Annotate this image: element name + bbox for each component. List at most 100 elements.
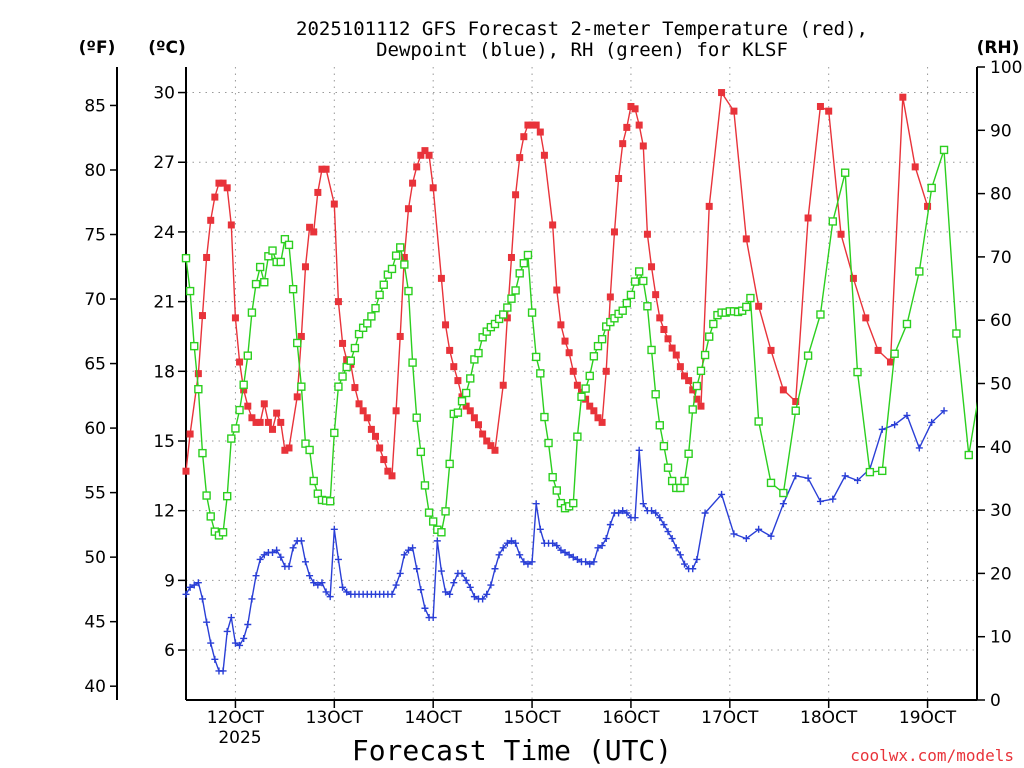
rh-point (544, 438, 553, 448)
dewpoint-point (590, 558, 598, 566)
rh-point (387, 264, 397, 274)
dewpoint-point (236, 641, 244, 649)
dewpoint-point (536, 525, 544, 533)
temperature-point (635, 121, 643, 129)
dewpoint-point (730, 530, 738, 538)
dewpoint-point (656, 514, 664, 522)
dewpoint-point (301, 558, 309, 566)
rh-point (643, 302, 652, 311)
rh-point (684, 449, 693, 458)
rh-point (404, 286, 413, 296)
dewpoint-point (223, 627, 231, 635)
dewpoint-point (495, 551, 503, 559)
temperature-point (227, 221, 235, 229)
temperature-point (334, 298, 342, 306)
rh-point (466, 374, 475, 383)
celsius-tick-label: 27 (153, 153, 175, 173)
temperature-point (705, 202, 713, 210)
dewpoint-point (660, 521, 668, 529)
dewpoint-point (404, 546, 412, 554)
rh-tick-label: 90 (990, 121, 1012, 141)
temperature-point (306, 223, 314, 231)
rh-point (540, 412, 549, 422)
celsius-axis: 6 9 12 15 18 21 24 27 30 (153, 84, 186, 661)
rh-point (663, 463, 673, 472)
time-tick-label: 19OCT (899, 708, 957, 728)
temperature-point (466, 407, 474, 415)
temperature-point (862, 314, 870, 322)
temperature-point (837, 230, 845, 238)
dewpoint-point (499, 544, 507, 552)
rh-point (651, 390, 660, 399)
dewpoint-point (615, 509, 623, 517)
rh-point (206, 512, 215, 521)
rh-point (441, 507, 450, 516)
temperature-point (804, 214, 812, 222)
temperature-point (680, 372, 688, 380)
dewpoint-point (557, 546, 565, 554)
temperature-point (351, 384, 359, 392)
rh-point (507, 294, 516, 303)
temperature-point (404, 205, 412, 213)
dewpoint-point (491, 565, 499, 573)
rh-point (424, 508, 434, 517)
rh-tick-label: 50 (990, 375, 1012, 395)
fahrenheit-tick-label: 65 (84, 355, 106, 375)
dewpoint-point (190, 581, 198, 589)
rh-point (499, 310, 508, 319)
year-label: 2025 (218, 728, 261, 748)
rh-tick-label: 100 (990, 58, 1022, 78)
rh-tick-label: 80 (990, 185, 1012, 205)
dewpoint-point (240, 634, 248, 642)
rh-point (255, 262, 265, 272)
rh-point (239, 380, 248, 389)
dewpoint-point (507, 537, 515, 545)
temperature-point (219, 179, 227, 187)
rh-point (428, 517, 438, 526)
rh-point (890, 349, 899, 358)
rh-point (218, 528, 228, 537)
time-tick-label: 15OCT (503, 708, 561, 728)
dewpoint-point (260, 551, 268, 559)
temperature-point (462, 402, 470, 410)
temperature-point (499, 381, 507, 389)
rh-point (519, 259, 529, 268)
dewpoint-point (503, 539, 511, 547)
fahrenheit-tick-label: 50 (84, 548, 106, 568)
dewpoint-point (409, 544, 417, 552)
temperature-point (244, 402, 252, 410)
dewpoint-point (252, 572, 260, 580)
rh-point (527, 308, 537, 317)
time-axis: 12OCT 13OCT 14OCT 15OCT 16OCT 17OCT 18OCT 19OCT (207, 700, 957, 728)
temperature-point (516, 154, 524, 162)
temperature-point (297, 332, 305, 340)
temperature-point (507, 253, 515, 261)
rh-point (400, 260, 409, 269)
rh-point (375, 290, 384, 300)
temperature-point (281, 446, 289, 454)
chart-title-line1: 2025101112 GFS Forecast 2-meter Temperat… (296, 18, 868, 40)
dewpoint-point (289, 544, 297, 552)
dewpoint-point (273, 546, 281, 554)
rh-point (531, 352, 541, 362)
temperature-point (442, 321, 450, 329)
temperature-point (569, 367, 577, 375)
dewpoint-point (693, 555, 701, 563)
temperature-point (231, 314, 239, 322)
dewpoint-point (269, 548, 277, 556)
rh-point (766, 478, 776, 488)
rh-point (284, 240, 294, 250)
rh-point (680, 476, 689, 486)
temperature-point (248, 414, 256, 422)
dewpoint-point (928, 418, 936, 426)
rh-point (334, 382, 343, 391)
temperature-point (639, 142, 647, 150)
rh-point (589, 352, 599, 361)
dewpoint-point (648, 507, 656, 515)
rh-point (379, 280, 388, 289)
time-tick-label: 17OCT (701, 708, 759, 728)
dewpoint-point (755, 525, 763, 533)
dewpoint-point (231, 639, 239, 647)
rh-point (461, 388, 471, 398)
temperature-point (536, 128, 544, 136)
